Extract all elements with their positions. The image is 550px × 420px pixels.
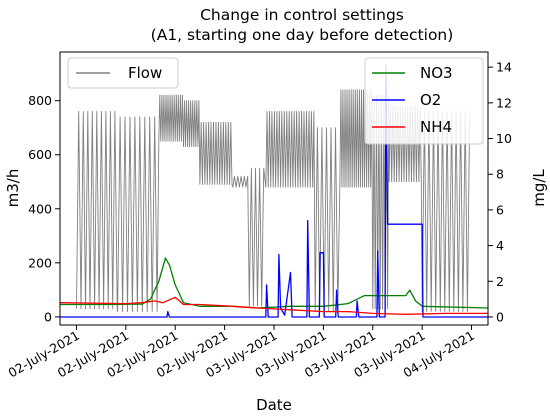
y-axis-label-right: mg/L bbox=[530, 169, 548, 207]
y-tick-label-right: 6 bbox=[496, 202, 504, 217]
y-axis-label-left: m3/h bbox=[4, 169, 22, 208]
series-line-o2 bbox=[60, 64, 488, 318]
legend-left: Flow bbox=[67, 57, 179, 89]
y-tick-label-right: 4 bbox=[496, 238, 504, 253]
series-line-nh4 bbox=[59, 296, 488, 315]
y-tick-label-right: 2 bbox=[496, 274, 504, 289]
y-tick-label-left: 0 bbox=[44, 309, 52, 324]
y-tick-label-right: 14 bbox=[496, 60, 512, 75]
x-axis-label: Date bbox=[256, 396, 292, 414]
chart-subtitle: (A1, starting one day before detection) bbox=[151, 26, 454, 44]
plot-area bbox=[59, 64, 489, 318]
series-line-flow bbox=[76, 89, 471, 312]
legend-right: NO3 O2 NH4 bbox=[364, 57, 484, 145]
legend-label-flow: Flow bbox=[128, 64, 162, 82]
y-tick-label-right: 8 bbox=[496, 167, 504, 182]
y-tick-label-right: 10 bbox=[496, 131, 512, 146]
y-tick-label-right: 12 bbox=[496, 95, 512, 110]
y-tick-label-left: 400 bbox=[28, 201, 52, 216]
series-line-no3 bbox=[60, 257, 489, 309]
y-tick-label-right: 0 bbox=[496, 309, 504, 324]
legend-right-box bbox=[364, 57, 484, 145]
legend-label-nh4: NH4 bbox=[420, 118, 452, 136]
legend-left-box bbox=[67, 57, 179, 89]
chart-title: Change in control settings bbox=[200, 6, 404, 24]
legend-label-o2: O2 bbox=[420, 91, 441, 109]
y-tick-label-left: 600 bbox=[28, 147, 52, 162]
y-tick-label-left: 200 bbox=[28, 255, 52, 270]
legend-label-no3: NO3 bbox=[420, 64, 453, 82]
y-tick-label-left: 800 bbox=[28, 93, 52, 108]
